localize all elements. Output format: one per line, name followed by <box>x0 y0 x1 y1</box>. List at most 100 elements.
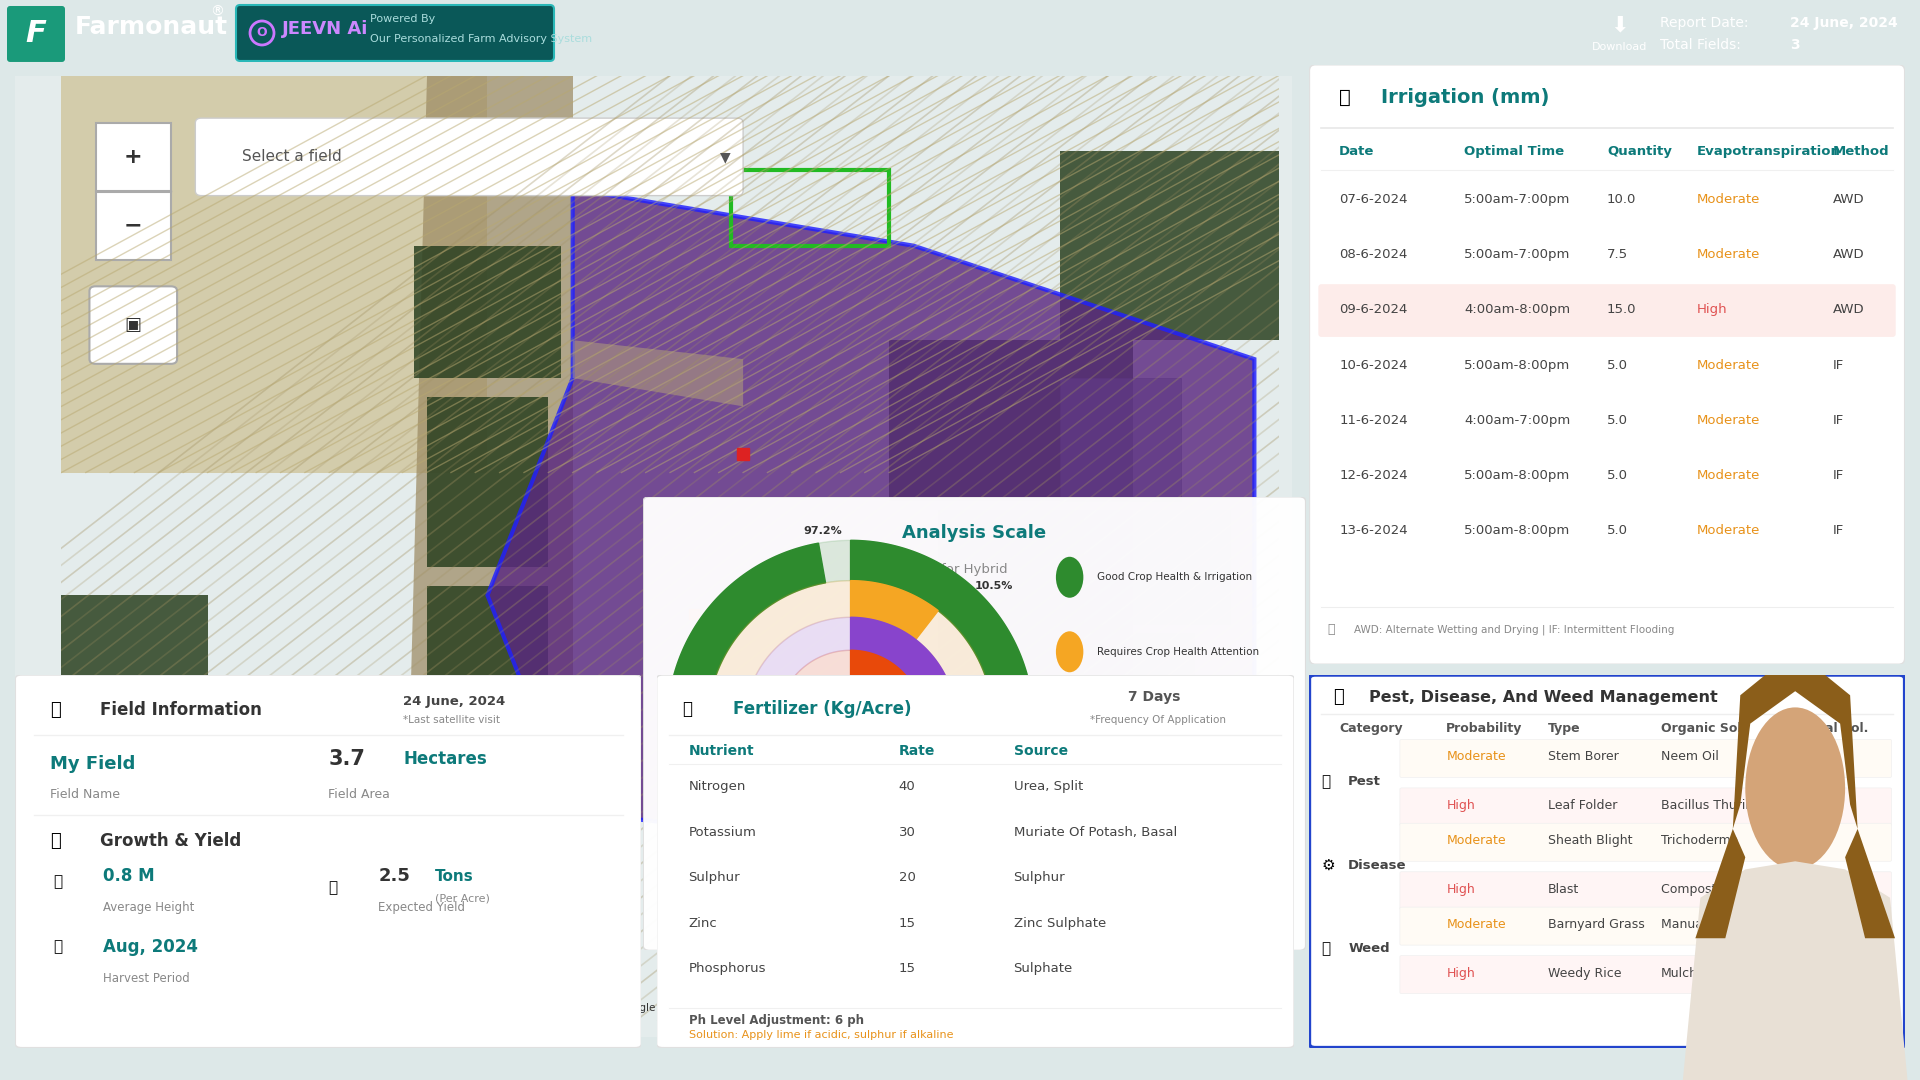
Text: Powered By: Powered By <box>371 14 436 24</box>
Text: Weed: Weed <box>1348 943 1390 956</box>
Text: 5.0: 5.0 <box>1607 414 1628 427</box>
Text: JEEVN Ai: JEEVN Ai <box>282 21 369 38</box>
Text: Chi...: Chi... <box>1774 799 1807 812</box>
Text: Moderate: Moderate <box>1697 469 1761 482</box>
Polygon shape <box>1734 666 1857 829</box>
Text: 45.9%: 45.9% <box>987 728 1025 738</box>
Circle shape <box>1056 781 1083 821</box>
Text: Probability: Probability <box>1446 723 1523 735</box>
Text: 07-6-2024: 07-6-2024 <box>1340 193 1407 206</box>
Text: Disease: Disease <box>1348 859 1407 872</box>
Text: −: − <box>125 216 142 235</box>
FancyBboxPatch shape <box>96 192 171 260</box>
Text: Zinc Sulphate: Zinc Sulphate <box>1014 917 1106 930</box>
Text: Expected Yield: Expected Yield <box>378 902 465 915</box>
Text: 🧪: 🧪 <box>682 700 691 717</box>
Polygon shape <box>1060 378 1181 501</box>
Text: ®: ® <box>209 5 225 19</box>
Text: Blast: Blast <box>1548 882 1578 895</box>
Text: 🌿: 🌿 <box>50 832 61 850</box>
Circle shape <box>1745 707 1845 869</box>
Text: 🌿: 🌿 <box>1332 688 1344 706</box>
FancyBboxPatch shape <box>643 497 1306 950</box>
Text: High: High <box>1697 303 1726 316</box>
Text: AWD: AWD <box>1834 193 1864 206</box>
Text: 🌿: 🌿 <box>1321 942 1331 957</box>
Polygon shape <box>1682 862 1907 1080</box>
Text: 0.8 M: 0.8 M <box>104 867 156 886</box>
Text: 📋: 📋 <box>54 875 61 889</box>
Text: High: High <box>1446 799 1475 812</box>
Circle shape <box>1056 706 1083 746</box>
Text: Hectares: Hectares <box>403 750 488 768</box>
Text: Tons: Tons <box>434 868 474 883</box>
Polygon shape <box>1845 829 1895 939</box>
Text: Total Fields:: Total Fields: <box>1661 38 1741 52</box>
Text: Compost Tea: Compost Tea <box>1661 882 1741 895</box>
Polygon shape <box>1060 151 1279 340</box>
Polygon shape <box>851 618 956 826</box>
Text: 10.0: 10.0 <box>1607 193 1636 206</box>
FancyBboxPatch shape <box>1319 284 1895 337</box>
Text: 5:00am-7:00pm: 5:00am-7:00pm <box>1465 248 1571 261</box>
FancyBboxPatch shape <box>1400 907 1891 945</box>
FancyBboxPatch shape <box>2 66 1306 1047</box>
Text: Moderate: Moderate <box>1697 193 1761 206</box>
Text: (Per Acre): (Per Acre) <box>434 893 490 904</box>
Text: Harvest Period: Harvest Period <box>104 972 190 985</box>
Text: AWD: AWD <box>1834 303 1864 316</box>
FancyBboxPatch shape <box>1400 823 1891 862</box>
Text: 20: 20 <box>899 872 916 885</box>
Text: Source: Source <box>1014 744 1068 758</box>
Text: Pest: Pest <box>1348 774 1380 787</box>
Text: Aug, 2024: Aug, 2024 <box>104 939 198 956</box>
FancyBboxPatch shape <box>96 960 253 981</box>
Text: *Last satellite visit: *Last satellite visit <box>403 715 501 726</box>
Text: 7 Days: 7 Days <box>1129 690 1181 704</box>
Text: Requires Irrigation Attention: Requires Irrigation Attention <box>1096 721 1244 731</box>
Text: Leaf Folder: Leaf Folder <box>1548 799 1617 812</box>
Text: +: + <box>125 147 142 167</box>
FancyBboxPatch shape <box>1309 65 1905 664</box>
Text: Urea, Split: Urea, Split <box>1014 780 1083 794</box>
Text: 40.8%: 40.8% <box>758 875 797 885</box>
Text: Other: Other <box>833 744 868 757</box>
Circle shape <box>1056 855 1083 895</box>
Text: Fertilizer (Kg/Acre): Fertilizer (Kg/Acre) <box>733 700 912 717</box>
Text: 🐛: 🐛 <box>1321 773 1331 788</box>
Text: IF: IF <box>1834 524 1845 537</box>
Polygon shape <box>1695 829 1745 939</box>
FancyBboxPatch shape <box>236 5 555 60</box>
Text: 15: 15 <box>899 962 916 975</box>
Text: Moderate: Moderate <box>1697 414 1761 427</box>
Text: ✈ Leaflet | © OpenStreetMap contributors, Google: ✈ Leaflet | © OpenStreetMap contributors… <box>392 1002 657 1013</box>
Text: Moderate: Moderate <box>1446 751 1505 764</box>
Text: Moderate: Moderate <box>1446 835 1505 848</box>
Text: Chemical Sol.: Chemical Sol. <box>1774 723 1868 735</box>
Text: Mulching: Mulching <box>1661 967 1716 980</box>
Text: 5.0: 5.0 <box>1607 359 1628 372</box>
Text: Moderate: Moderate <box>1697 524 1761 537</box>
Text: ⓘ: ⓘ <box>1327 623 1334 636</box>
Text: 09-6-2024: 09-6-2024 <box>1340 303 1407 316</box>
Text: 💧: 💧 <box>1340 89 1352 107</box>
Text: Farmonaut: Farmonaut <box>75 15 228 39</box>
FancyBboxPatch shape <box>1400 788 1891 826</box>
Text: High: High <box>1446 967 1475 980</box>
FancyBboxPatch shape <box>15 675 641 1048</box>
FancyBboxPatch shape <box>1400 872 1891 909</box>
Text: 5.0: 5.0 <box>1607 524 1628 537</box>
Text: Field Name: Field Name <box>50 787 119 800</box>
Text: Moderate: Moderate <box>1697 359 1761 372</box>
Text: ⚙: ⚙ <box>1321 858 1334 873</box>
Polygon shape <box>708 581 993 866</box>
Text: 24 June, 2024: 24 June, 2024 <box>403 694 505 707</box>
Text: Moderate: Moderate <box>1446 918 1505 931</box>
Text: Pest, Disease, And Weed Management: Pest, Disease, And Weed Management <box>1369 690 1718 705</box>
Text: 5:00am-8:00pm: 5:00am-8:00pm <box>1465 524 1571 537</box>
Text: Organic Sol.: Organic Sol. <box>1661 723 1745 735</box>
Text: Trichoderma: Trichoderma <box>1661 835 1738 848</box>
Text: Evapotranspiration: Evapotranspiration <box>1697 145 1839 158</box>
Text: Sheath Blight: Sheath Blight <box>1548 835 1632 848</box>
Polygon shape <box>403 76 572 1021</box>
